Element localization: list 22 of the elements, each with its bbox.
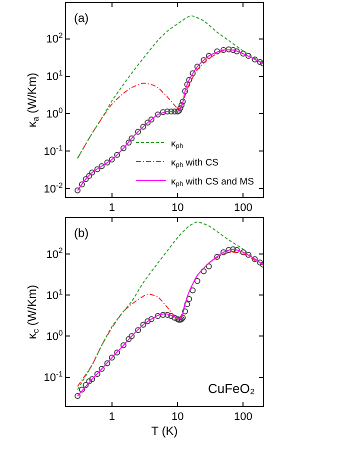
x-tick-label: 10 — [171, 411, 184, 424]
y-tick-label: 10$^{1}$ — [46, 68, 63, 84]
x-axis-title: T (K) — [151, 424, 178, 438]
y-tick-label: 10$^{2}$ — [46, 31, 63, 46]
y-tick-label: 10$^{-1}$ — [44, 370, 63, 384]
annotation: CuFeO₂ — [208, 381, 255, 396]
legend-label: κ$_{ph}$ with CS and MS — [171, 176, 254, 188]
y-tick-label: 10$^{0}$ — [46, 328, 63, 344]
annotation: (a) — [74, 11, 89, 25]
annotation: (b) — [74, 226, 89, 240]
x-tick-label: 1 — [108, 411, 115, 424]
legend-label: κ$_{ph}$ with CS — [171, 157, 219, 170]
y-tick-label: 10$^{2}$ — [46, 246, 63, 261]
legend-label: κ$_{ph}$ — [171, 138, 184, 150]
x-tick-label: 10 — [171, 202, 184, 214]
y-tick-label: 10$^{0}$ — [46, 106, 63, 121]
x-tick-label: 100 — [234, 411, 252, 424]
x-tick-label: 100 — [234, 202, 252, 214]
y-tick-label: 10$^{-1}$ — [44, 143, 63, 158]
y-tick-label: 10$^{1}$ — [46, 287, 63, 302]
x-tick-label: 1 — [108, 202, 115, 214]
y-tick-label: 10$^{-2}$ — [44, 180, 63, 196]
